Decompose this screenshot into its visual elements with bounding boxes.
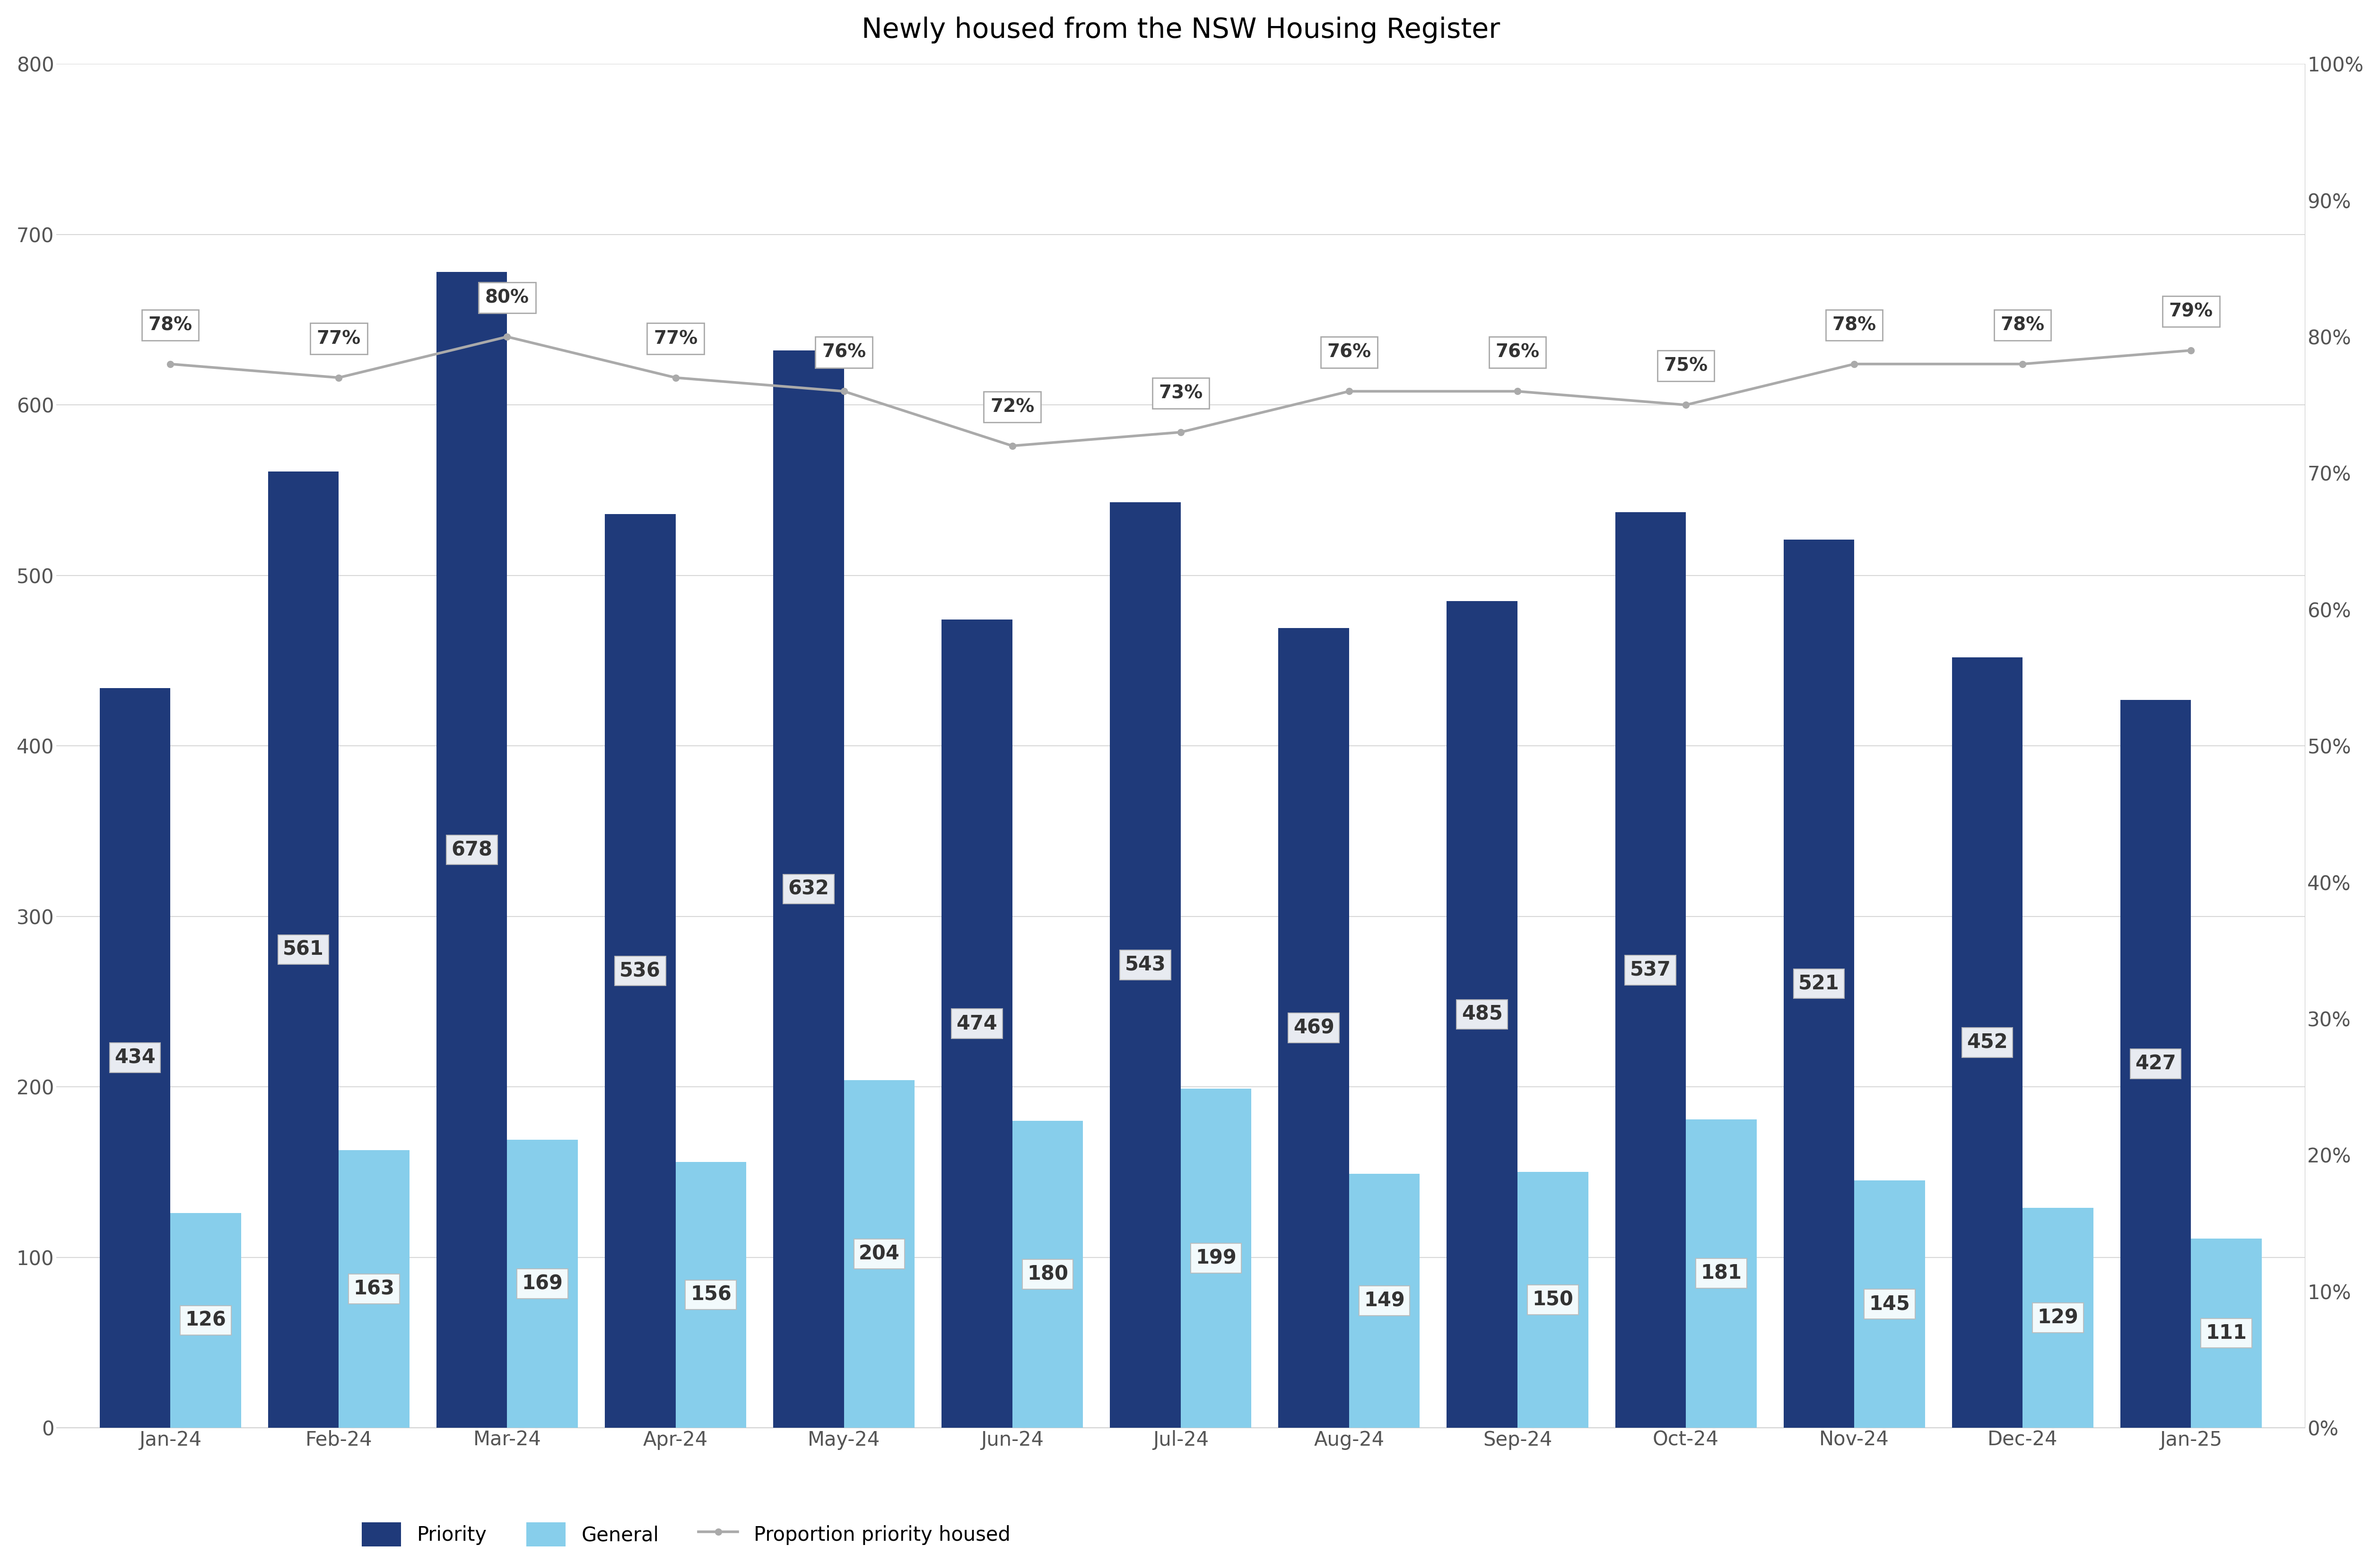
Text: 80%: 80% [486, 289, 528, 306]
Bar [338, 1150, 409, 1428]
Text: 73%: 73% [1159, 384, 1202, 402]
Bar [100, 688, 171, 1428]
Text: 537: 537 [1630, 960, 1671, 981]
Text: 521: 521 [1799, 974, 1840, 993]
Proportion priority housed [2009, 354, 2037, 373]
Text: 76%: 76% [1328, 343, 1371, 361]
Proportion priority housed [1166, 423, 1195, 441]
Bar [1180, 1088, 1252, 1428]
Line: Proportion priority housed: Proportion priority housed [167, 334, 2194, 449]
Bar [1109, 502, 1180, 1428]
Text: 632: 632 [788, 880, 828, 900]
Bar [1952, 657, 2023, 1428]
Legend: Priority, General, Proportion priority housed: Priority, General, Proportion priority h… [355, 1515, 1019, 1554]
Bar [1518, 1172, 1587, 1428]
Bar [774, 350, 845, 1428]
Text: 76%: 76% [821, 343, 866, 361]
Bar [1012, 1120, 1083, 1428]
Bar [1685, 1119, 1756, 1428]
Text: 156: 156 [690, 1285, 731, 1305]
Text: 452: 452 [1966, 1032, 2009, 1052]
Text: 180: 180 [1028, 1265, 1069, 1284]
Text: 678: 678 [452, 839, 493, 859]
Bar [507, 1139, 578, 1428]
Text: 79%: 79% [2168, 303, 2213, 320]
Proportion priority housed [831, 382, 859, 401]
Bar [605, 514, 676, 1428]
Text: 181: 181 [1702, 1263, 1742, 1284]
Text: 150: 150 [1533, 1290, 1573, 1310]
Proportion priority housed [157, 354, 186, 373]
Bar [1783, 539, 1854, 1428]
Bar [269, 471, 338, 1428]
Proportion priority housed [2178, 340, 2206, 359]
Bar [845, 1080, 914, 1428]
Text: 78%: 78% [2002, 315, 2044, 334]
Text: 126: 126 [186, 1310, 226, 1330]
Bar [1349, 1173, 1421, 1428]
Text: 485: 485 [1461, 1004, 1502, 1024]
Text: 111: 111 [2206, 1322, 2247, 1343]
Text: 78%: 78% [148, 315, 193, 334]
Bar [1854, 1181, 1925, 1428]
Text: 469: 469 [1292, 1018, 1335, 1038]
Text: 129: 129 [2037, 1308, 2078, 1327]
Bar [2192, 1239, 2261, 1428]
Proportion priority housed [1504, 382, 1533, 401]
Text: 149: 149 [1364, 1291, 1404, 1310]
Text: 561: 561 [283, 940, 324, 959]
Bar [1278, 628, 1349, 1428]
Text: 536: 536 [619, 960, 662, 981]
Text: 163: 163 [355, 1279, 395, 1299]
Text: 76%: 76% [1495, 343, 1540, 361]
Proportion priority housed [662, 368, 690, 387]
Bar [2023, 1207, 2094, 1428]
Text: 427: 427 [2135, 1054, 2175, 1074]
Bar [676, 1162, 747, 1428]
Proportion priority housed [324, 368, 352, 387]
Text: 434: 434 [114, 1047, 155, 1068]
Text: 75%: 75% [1664, 357, 1709, 375]
Bar [436, 272, 507, 1428]
Text: 474: 474 [957, 1013, 997, 1033]
Proportion priority housed [1840, 354, 1868, 373]
Bar [2121, 699, 2192, 1428]
Text: 77%: 77% [654, 329, 697, 348]
Title: Newly housed from the NSW Housing Register: Newly housed from the NSW Housing Regist… [862, 17, 1499, 44]
Proportion priority housed [1671, 396, 1699, 415]
Text: 543: 543 [1126, 956, 1166, 974]
Proportion priority housed [1335, 382, 1364, 401]
Text: 72%: 72% [990, 398, 1035, 416]
Bar [171, 1214, 240, 1428]
Bar [1447, 601, 1518, 1428]
Text: 169: 169 [521, 1274, 564, 1293]
Proportion priority housed [493, 328, 521, 347]
Bar [1616, 513, 1685, 1428]
Text: 199: 199 [1195, 1248, 1238, 1268]
Text: 145: 145 [1868, 1294, 1911, 1315]
Proportion priority housed [997, 437, 1026, 455]
Text: 78%: 78% [1833, 315, 1875, 334]
Text: 204: 204 [859, 1243, 900, 1263]
Text: 77%: 77% [317, 329, 362, 348]
Bar [942, 620, 1011, 1428]
